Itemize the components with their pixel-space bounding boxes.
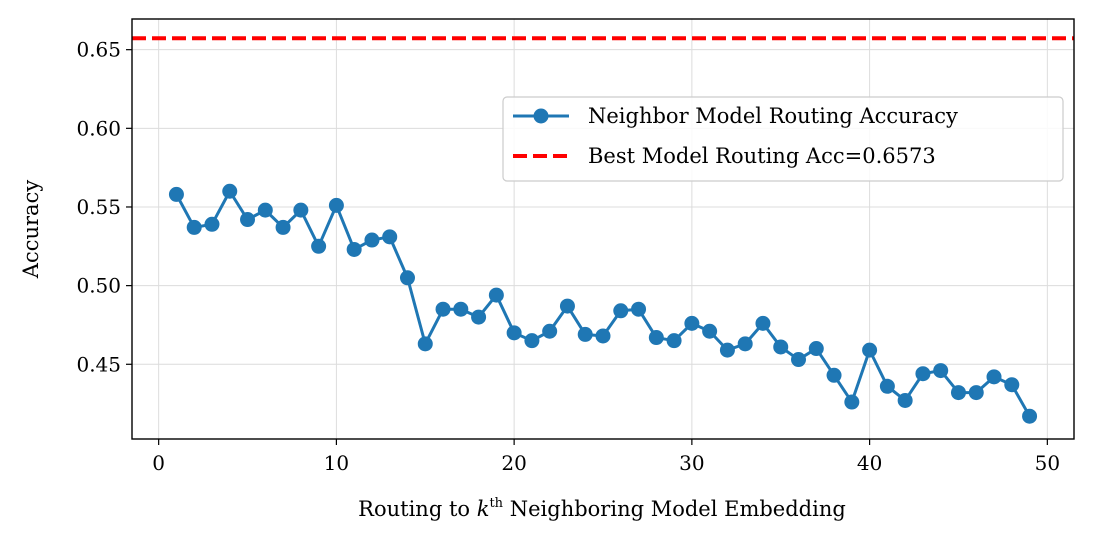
data-point bbox=[275, 219, 291, 235]
data-point bbox=[222, 183, 238, 199]
y-tick-label: 0.65 bbox=[76, 38, 121, 62]
x-tick-label: 10 bbox=[324, 451, 349, 475]
data-point bbox=[595, 328, 611, 344]
legend-swatch-neighbor-marker bbox=[533, 108, 549, 124]
data-point bbox=[702, 323, 718, 339]
data-point bbox=[240, 212, 256, 228]
series bbox=[132, 36, 1074, 424]
legend-frame bbox=[502, 96, 1064, 182]
data-point bbox=[435, 301, 451, 317]
data-point bbox=[808, 341, 824, 357]
data-point bbox=[1004, 377, 1020, 393]
data-point bbox=[879, 378, 895, 394]
data-point bbox=[648, 330, 664, 346]
data-point bbox=[844, 394, 860, 410]
data-point bbox=[311, 238, 327, 254]
data-point bbox=[168, 186, 184, 202]
data-point bbox=[933, 363, 949, 379]
grid-lines bbox=[132, 19, 1074, 439]
data-point bbox=[915, 366, 931, 382]
data-point bbox=[399, 270, 415, 286]
data-point bbox=[471, 309, 487, 325]
data-point bbox=[417, 336, 433, 352]
y-tick-label: 0.60 bbox=[76, 116, 121, 140]
data-point bbox=[577, 326, 593, 342]
data-point bbox=[950, 385, 966, 401]
data-point bbox=[257, 202, 273, 218]
plot-frame bbox=[131, 18, 1075, 440]
data-point bbox=[773, 339, 789, 355]
data-point bbox=[737, 336, 753, 352]
x-tick-label: 20 bbox=[501, 451, 526, 475]
data-point bbox=[631, 301, 647, 317]
data-point bbox=[826, 367, 842, 383]
data-point bbox=[382, 229, 398, 245]
y-tick-label: 0.45 bbox=[76, 352, 121, 376]
data-point bbox=[524, 333, 540, 349]
data-point bbox=[862, 342, 878, 358]
neighbor-accuracy-line bbox=[175, 189, 1031, 417]
legend-label-neighbor: Neighbor Model Routing Accuracy bbox=[588, 104, 958, 128]
data-point bbox=[204, 216, 220, 232]
data-point bbox=[364, 232, 380, 248]
data-point bbox=[506, 325, 522, 341]
data-point bbox=[719, 342, 735, 358]
data-point bbox=[542, 323, 558, 339]
data-point bbox=[613, 303, 629, 319]
data-point bbox=[897, 392, 913, 408]
data-point bbox=[453, 301, 469, 317]
data-point bbox=[186, 219, 202, 235]
data-point bbox=[293, 202, 309, 218]
data-point bbox=[346, 241, 362, 257]
data-point bbox=[791, 352, 807, 368]
data-point bbox=[559, 298, 575, 314]
y-tick-label: 0.55 bbox=[76, 195, 121, 219]
data-point bbox=[968, 385, 984, 401]
legend-label-best: Best Model Routing Acc=0.6573 bbox=[588, 144, 936, 168]
data-point bbox=[328, 197, 344, 213]
x-tick-label: 30 bbox=[679, 451, 704, 475]
data-point bbox=[684, 315, 700, 331]
x-tick-label: 40 bbox=[857, 451, 882, 475]
y-axis-label: Accuracy bbox=[19, 180, 43, 280]
data-point bbox=[488, 287, 504, 303]
axis-ticks: 0 10 20 30 40 50 0.45 0.50 0.55 0.60 0.65 bbox=[76, 38, 1060, 475]
data-point bbox=[755, 315, 771, 331]
legend: Neighbor Model Routing Accuracy Best Mod… bbox=[502, 96, 1064, 182]
y-tick-label: 0.50 bbox=[76, 274, 121, 298]
data-point bbox=[666, 333, 682, 349]
x-tick-label: 0 bbox=[152, 451, 165, 475]
data-point bbox=[986, 369, 1002, 385]
x-axis-label: Routing to kth Neighboring Model Embeddi… bbox=[358, 496, 846, 521]
data-point bbox=[1022, 408, 1038, 424]
x-tick-label: 50 bbox=[1035, 451, 1060, 475]
